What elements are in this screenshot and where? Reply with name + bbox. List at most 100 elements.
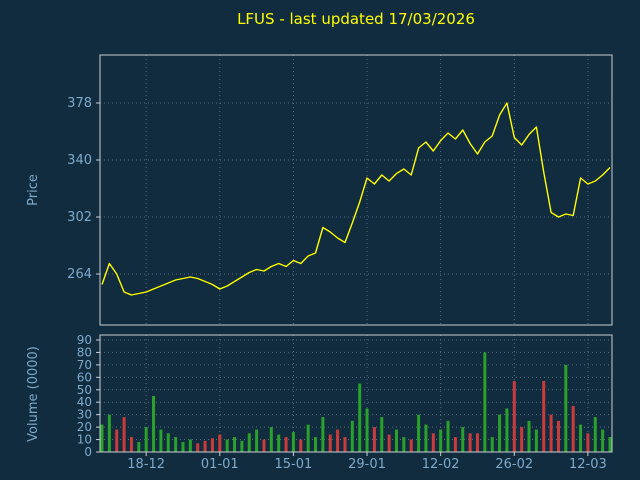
volume-bar: [269, 427, 273, 452]
volume-bar: [402, 437, 406, 452]
volume-bar: [439, 429, 443, 452]
volume-axis-label: Volume (0000): [26, 346, 41, 442]
volume-bar: [100, 424, 104, 452]
price-line: [101, 102, 611, 296]
volume-bar: [498, 414, 502, 452]
volume-bar: [218, 434, 222, 452]
volume-bar: [394, 429, 398, 452]
tick-label: 26-02: [495, 457, 533, 472]
volume-bar: [483, 352, 487, 452]
tick-label: 18-12: [127, 457, 165, 472]
volume-bar: [255, 429, 259, 452]
volume-bar: [446, 420, 450, 452]
volume-bar: [564, 364, 568, 452]
chart-title: LFUS - last updated 17/03/2026: [237, 10, 475, 28]
tick-label: 20: [77, 420, 92, 434]
volume-bar: [299, 439, 303, 452]
volume-bar: [240, 440, 244, 452]
tick-label: 30: [77, 408, 92, 422]
volume-bar: [306, 424, 310, 452]
volume-bar: [424, 424, 428, 452]
volume-bar: [328, 434, 332, 452]
volume-bar: [365, 408, 369, 452]
tick-label: 0: [84, 445, 92, 459]
volume-bar: [152, 395, 156, 452]
tick-label: 264: [67, 267, 92, 282]
volume-bar: [527, 420, 531, 452]
grid-lines: [100, 55, 612, 452]
volume-bar: [166, 433, 170, 452]
volume-bar: [129, 437, 133, 452]
volume-bar: [512, 381, 516, 452]
volume-bar: [247, 433, 251, 452]
volume-bar: [409, 439, 413, 452]
volume-bar: [556, 420, 560, 452]
volume-bar: [107, 414, 111, 452]
tick-label: 15-01: [275, 457, 313, 472]
volume-bar: [262, 439, 266, 452]
volume-bar: [387, 434, 391, 452]
volume-bar: [549, 414, 553, 452]
volume-bar: [461, 427, 465, 452]
tick-label: 12-02: [422, 457, 460, 472]
volume-bar: [453, 437, 457, 452]
volume-bar: [520, 427, 524, 452]
volume-bar: [174, 437, 178, 452]
volume-bar: [358, 383, 362, 452]
volume-bar: [350, 420, 354, 452]
volume-bar: [115, 429, 119, 452]
volume-bar: [490, 437, 494, 452]
tick-label: 378: [67, 96, 92, 111]
volume-bar: [196, 443, 200, 452]
volume-bar: [505, 408, 509, 452]
price-axis-label: Price: [26, 174, 41, 206]
volume-bar: [380, 417, 384, 452]
volume-bar: [593, 417, 597, 452]
volume-bar: [475, 433, 479, 452]
tick-label: 01-01: [201, 457, 239, 472]
volume-bar: [233, 437, 237, 452]
volume-bar: [586, 433, 590, 452]
volume-bar: [571, 405, 575, 452]
tick-label: 60: [77, 370, 92, 384]
tick-label: 302: [67, 210, 92, 225]
volume-bar: [277, 434, 281, 452]
volume-bar: [579, 424, 583, 452]
tick-label: 70: [77, 358, 92, 372]
volume-bar: [314, 437, 318, 452]
volume-bar: [225, 439, 229, 452]
volume-bar: [608, 437, 612, 452]
tick-label: 29-01: [348, 457, 386, 472]
tick-label: 80: [77, 345, 92, 359]
volume-bar: [284, 437, 288, 452]
tick-label: 40: [77, 395, 92, 409]
volume-bar: [343, 437, 347, 452]
volume-bar: [188, 439, 192, 452]
tick-label: 340: [67, 153, 92, 168]
volume-bar: [542, 381, 546, 452]
volume-bar: [159, 429, 163, 452]
volume-bar: [431, 433, 435, 452]
tick-label: 12-03: [569, 457, 607, 472]
volume-bar: [137, 442, 141, 452]
tick-label: 90: [77, 333, 92, 347]
volume-bar: [417, 414, 421, 452]
volume-bars: [100, 352, 612, 452]
volume-bar: [336, 429, 340, 452]
volume-bar: [210, 438, 214, 452]
volume-bar: [122, 417, 126, 452]
tick-marks: [96, 102, 589, 456]
axes-spines: [99, 54, 613, 453]
tick-label: 10: [77, 433, 92, 447]
volume-bar: [203, 440, 207, 452]
volume-bar: [534, 429, 538, 452]
volume-bar: [321, 417, 325, 452]
tick-label: 50: [77, 383, 92, 397]
volume-bar: [291, 432, 295, 452]
volume-bar: [372, 427, 376, 452]
volume-bar: [468, 433, 472, 452]
volume-bar: [181, 442, 185, 452]
